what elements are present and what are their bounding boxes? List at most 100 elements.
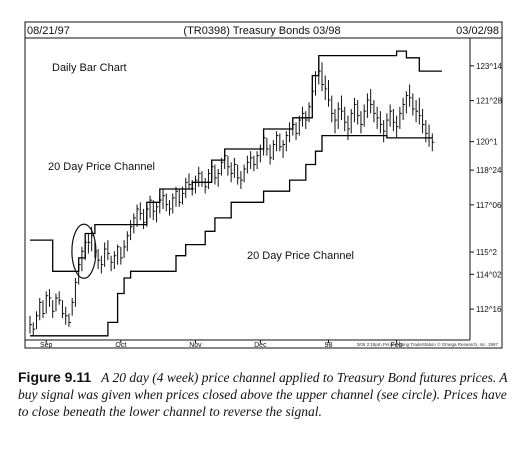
x-tick-label: Nov: [189, 342, 202, 349]
price-bar: [321, 62, 324, 92]
price-bar: [240, 171, 243, 189]
price-bar: [289, 122, 292, 143]
price-bar: [152, 200, 156, 221]
price-bar: [198, 166, 201, 187]
price-bar: [269, 144, 273, 165]
price-bar: [188, 173, 191, 189]
lower-channel-label: 20 Day Price Channel: [247, 250, 354, 262]
x-tick-label: Feb: [391, 342, 403, 349]
price-bar: [133, 213, 136, 234]
price-bar: [428, 124, 432, 147]
price-bar: [396, 115, 399, 138]
price-bar: [415, 100, 419, 123]
price-bar: [298, 115, 302, 136]
price-bar: [422, 108, 425, 134]
price-bar: [324, 75, 328, 101]
price-bar: [386, 113, 389, 138]
price-bar: [412, 93, 415, 116]
price-bar: [334, 108, 337, 134]
price-bar: [156, 202, 159, 223]
price-bar: [97, 249, 101, 270]
x-tick-label: Sep: [40, 342, 53, 349]
upper-channel-line: [30, 50, 442, 272]
y-tick-label: 121^28: [476, 97, 503, 106]
price-bar: [107, 240, 110, 261]
header-start-date: 08/21/97: [27, 25, 70, 37]
price-bar: [233, 157, 237, 178]
price-bar: [246, 155, 250, 174]
price-bar: [272, 140, 276, 161]
y-axis-ticks: 112^16 114^02 115^2 117^06 118^24 120^1 121^28…: [470, 62, 503, 314]
price-bar: [259, 144, 263, 163]
price-bar: [68, 313, 71, 327]
price-bars: [29, 57, 435, 336]
price-bar: [217, 168, 221, 187]
price-bar: [126, 231, 130, 252]
price-bar: [48, 289, 52, 307]
price-bar: [360, 111, 363, 134]
price-bar: [237, 164, 240, 185]
price-channel-chart: 08/21/97 (TR0398) Treasury Bonds 03/98 0…: [24, 21, 503, 349]
price-bar: [331, 95, 334, 123]
price-bar: [169, 200, 172, 216]
price-bar: [256, 151, 260, 169]
price-bar: [214, 164, 217, 185]
chart-frame: [24, 21, 503, 349]
price-bar: [253, 155, 256, 172]
y-tick-label: 120^1: [476, 138, 498, 147]
price-bar: [315, 71, 318, 96]
y-tick-label: 123^14: [476, 62, 503, 71]
buy-signal-circle: [71, 223, 97, 279]
price-bar: [201, 171, 204, 187]
x-tick-label: Dec: [254, 342, 267, 349]
price-bar: [55, 293, 58, 312]
price-bar: [165, 193, 169, 212]
price-bar: [276, 131, 279, 152]
price-bar: [58, 291, 62, 305]
price-bar: [405, 91, 409, 114]
chart-credit: 3/05 2:18pm Printed using TradeStation ©…: [357, 341, 499, 347]
price-bar: [340, 95, 344, 121]
price-bar: [81, 246, 84, 272]
price-bar: [32, 322, 36, 336]
channel-lines: [30, 50, 442, 337]
price-bar: [172, 193, 175, 214]
y-tick-label: 117^06: [476, 201, 502, 210]
price-bar: [149, 195, 153, 218]
figure-caption: Figure 9.11 A 20 day (4 week) price chann…: [18, 369, 518, 420]
price-bar: [136, 204, 140, 227]
price-bar: [100, 255, 104, 274]
figure-label: Figure 9.11: [18, 369, 92, 385]
price-bar: [29, 315, 32, 334]
price-bar: [392, 108, 396, 132]
price-bar: [181, 186, 185, 205]
header-end-date: 03/02/98: [456, 25, 499, 37]
price-bar: [302, 106, 305, 127]
price-bar: [337, 102, 341, 129]
price-bar: [39, 297, 42, 321]
price-bar: [204, 177, 208, 194]
price-bar: [308, 102, 312, 123]
price-bar: [295, 122, 299, 141]
price-bar: [389, 104, 393, 127]
price-bar: [305, 111, 308, 129]
price-bar: [376, 106, 380, 129]
price-bar: [425, 120, 428, 143]
x-tick-label: Oct: [115, 342, 126, 349]
price-bar: [87, 233, 91, 254]
price-bar: [350, 108, 354, 134]
price-bar: [344, 106, 347, 132]
price-bar: [104, 242, 107, 267]
price-bar: [379, 111, 383, 134]
price-bar: [431, 133, 435, 152]
figure-text: A 20 day (4 week) price channel applied …: [18, 370, 508, 419]
price-bar: [402, 97, 406, 121]
header-title: (TR0398) Treasury Bonds 03/98: [183, 25, 340, 37]
price-bar: [250, 151, 253, 169]
price-bar: [65, 306, 68, 325]
price-bar: [279, 133, 282, 152]
x-axis-labels: Sep Oct Nov Dec 98 Feb: [40, 340, 403, 349]
price-bar: [45, 291, 49, 314]
price-bar: [227, 155, 230, 176]
price-bar: [220, 157, 224, 176]
